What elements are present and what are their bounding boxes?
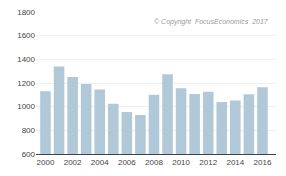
svg-text:2012: 2012: [199, 158, 217, 167]
svg-text:2016: 2016: [254, 158, 272, 167]
svg-text:600: 600: [22, 150, 36, 159]
svg-text:1000: 1000: [17, 102, 35, 111]
svg-text:1600: 1600: [17, 31, 35, 40]
svg-text:2014: 2014: [226, 158, 244, 167]
svg-text:2004: 2004: [91, 158, 109, 167]
svg-text:2000: 2000: [37, 158, 55, 167]
svg-text:1400: 1400: [17, 55, 35, 64]
svg-text:2006: 2006: [118, 158, 136, 167]
svg-text:800: 800: [22, 126, 36, 135]
svg-text:2008: 2008: [145, 158, 163, 167]
svg-text:2010: 2010: [172, 158, 190, 167]
svg-text:2002: 2002: [64, 158, 82, 167]
svg-text:© Copyright FocusEconomics 2: © Copyright FocusEconomics 2017: [154, 18, 269, 26]
svg-text:1200: 1200: [17, 79, 35, 88]
svg-text:1800: 1800: [17, 8, 35, 17]
